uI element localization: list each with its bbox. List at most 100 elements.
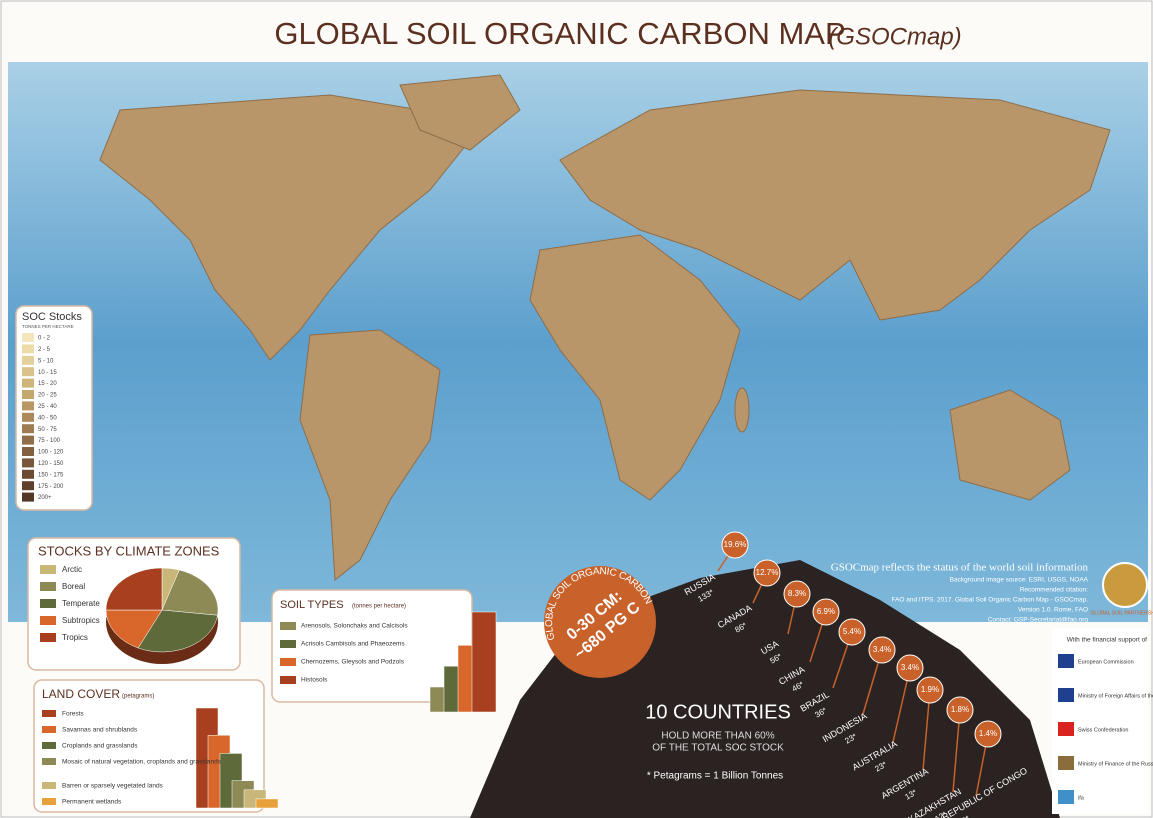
country-share: 8.3% (788, 589, 806, 598)
legend-swatch (22, 470, 34, 479)
sponsor-logo (1058, 756, 1074, 770)
legend-label: 25 - 40 (38, 404, 57, 410)
country-share: 1.9% (921, 685, 939, 694)
legend-swatch (22, 481, 34, 490)
legend-unit: TONNES PER HECTARE (22, 324, 74, 329)
legend-swatch (22, 333, 34, 342)
legend-swatch (22, 401, 34, 410)
title: GLOBAL SOIL ORGANIC CARBON MAP (274, 16, 845, 51)
panel-title: SOIL TYPES (280, 599, 344, 611)
gsp-logo (1103, 563, 1147, 607)
legend-label: 20 - 25 (38, 393, 57, 399)
legend-label: 10 - 15 (38, 370, 57, 376)
panel-title: LAND COVER (42, 687, 120, 701)
country-share: 1.8% (951, 705, 969, 714)
legend-label: Tropics (62, 633, 88, 642)
legend-swatch (42, 782, 56, 789)
sponsor-name: ifa (1078, 795, 1085, 801)
legend-swatch (22, 356, 34, 365)
legend-label: 200+ (38, 495, 52, 501)
legend-label: Acrisols Cambisols and Phaeozems (301, 641, 405, 648)
bar (472, 612, 496, 712)
legend-swatch (22, 493, 34, 502)
country-share: 6.9% (817, 607, 835, 616)
sponsor-name: Ministry of Finance of the Russian Feder… (1078, 761, 1153, 767)
legend-label: 0 - 2 (38, 336, 51, 342)
legend-swatch (40, 599, 56, 608)
legend-swatch (42, 726, 56, 733)
legend-label: Subtropics (62, 616, 100, 625)
sponsor-logo (1058, 722, 1074, 736)
legend-label: Boreal (62, 582, 85, 591)
legend-label: 120 - 150 (38, 461, 64, 467)
legend-swatch (22, 379, 34, 388)
legend-swatch (22, 458, 34, 467)
subtitle: (GSOCmap) (828, 23, 961, 50)
legend-label: Arctic (62, 565, 82, 574)
summary-headline: 10 COUNTRIES (645, 701, 791, 723)
citation-line: Contact: GSP-Secretariat@fao.org (988, 617, 1089, 624)
country-share: 19.6% (724, 540, 747, 549)
country-share: 12.7% (756, 568, 779, 577)
legend-swatch (22, 413, 34, 422)
legend-label: 100 - 120 (38, 450, 64, 456)
legend-swatch (40, 616, 56, 625)
legend-swatch (42, 742, 56, 749)
legend-label: 15 - 20 (38, 381, 57, 387)
legend-swatch (22, 424, 34, 433)
legend-swatch (22, 344, 34, 353)
panel-unit: (petagrams) (122, 694, 154, 700)
sponsor-title: With the financial support of (1067, 637, 1147, 644)
legend-label: Mosaic of natural vegetation, croplands … (62, 759, 222, 766)
summary-line: OF THE TOTAL SOC STOCK (652, 743, 784, 754)
legend-label: 50 - 75 (38, 427, 57, 433)
legend-label: Permanent wetlands (62, 799, 122, 806)
legend-swatch (22, 390, 34, 399)
legend-swatch (42, 798, 56, 805)
legend-swatch (280, 676, 296, 684)
legend-label: 5 - 10 (38, 358, 54, 364)
sponsor-name: European Commission (1078, 659, 1134, 665)
country-share: 5.4% (843, 627, 861, 636)
legend-swatch (42, 758, 56, 765)
legend-swatch (42, 710, 56, 717)
country-share: 1.4% (979, 729, 997, 738)
citation-line: Background image source: ESRI, USGS, NOA… (950, 577, 1089, 584)
legend-label: Chernozems, Gleysols and Podzols (301, 659, 405, 666)
legend-label: Barren or sparsely vegetated lands (62, 783, 164, 790)
legend-label: 150 - 175 (38, 472, 64, 478)
citation-line: Version 1.0. Rome, FAO (1018, 607, 1088, 614)
legend-swatch (22, 447, 34, 456)
bar (256, 799, 278, 808)
legend-swatch (40, 633, 56, 642)
citation-line: Recommended citation: (1020, 587, 1088, 594)
legend-label: 40 - 50 (38, 415, 57, 421)
legend-label: Arenosols, Solonchaks and Calcisols (301, 623, 408, 630)
legend-label: Croplands and grasslands (62, 743, 138, 750)
legend-swatch (40, 565, 56, 574)
sponsor-logo (1058, 790, 1074, 804)
sponsor-logo (1058, 654, 1074, 668)
legend-label: 175 - 200 (38, 484, 64, 490)
sponsor-logo (1058, 688, 1074, 702)
legend-title: SOC Stocks (22, 311, 82, 323)
country-share: 3.4% (873, 645, 891, 654)
legend-swatch (280, 658, 296, 666)
legend-label: Savannas and shrublands (62, 727, 138, 734)
panel-title: STOCKS BY CLIMATE ZONES (38, 543, 220, 558)
country-share: 3.4% (901, 663, 919, 672)
madagascar (735, 388, 749, 432)
summary-note: * Petagrams = 1 Billion Tonnes (647, 771, 783, 782)
legend-swatch (22, 436, 34, 445)
sponsor-name: Swiss Confederation (1078, 727, 1128, 733)
sponsor-name: Ministry of Foreign Affairs of the Nethe… (1078, 693, 1153, 699)
legend-swatch (280, 640, 296, 648)
gsp-label: GLOBAL SOIL PARTNERSHIP (1091, 610, 1153, 616)
legend-swatch (280, 622, 296, 630)
legend-label: Temperate (62, 599, 100, 608)
panel-unit: (tonnes per hectare) (352, 604, 406, 610)
poster: GLOBAL SOIL ORGANIC CARBON MAP (GSOCmap)… (0, 0, 1153, 818)
legend-label: Forests (62, 711, 84, 718)
legend-swatch (40, 582, 56, 591)
citation-headline: GSOCmap reflects the status of the world… (831, 562, 1089, 574)
